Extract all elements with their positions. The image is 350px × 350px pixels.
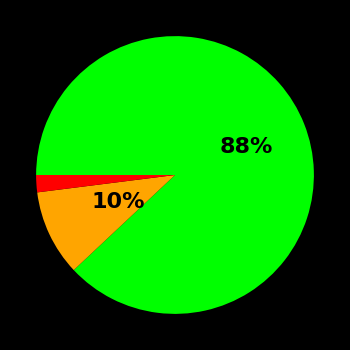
Text: 88%: 88% bbox=[219, 137, 273, 157]
Text: 10%: 10% bbox=[92, 191, 145, 212]
Wedge shape bbox=[37, 175, 175, 270]
Wedge shape bbox=[36, 36, 314, 314]
Wedge shape bbox=[36, 175, 175, 192]
